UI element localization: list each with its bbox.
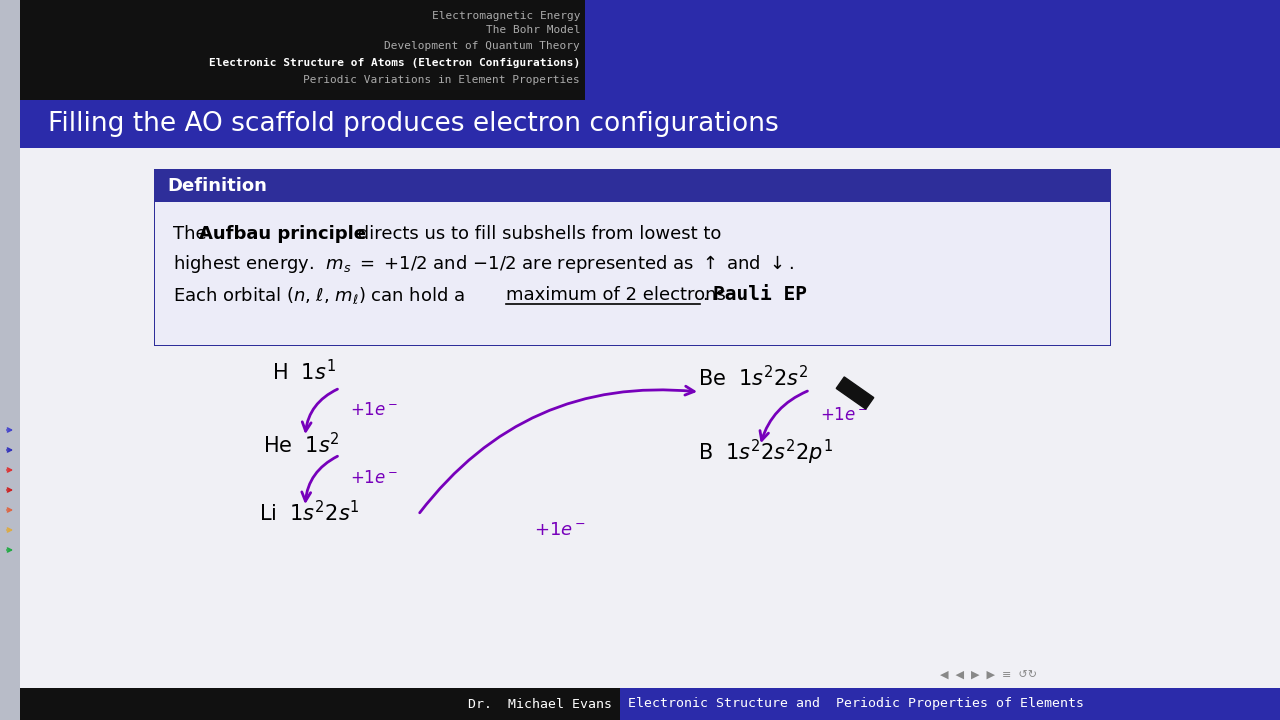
Text: highest energy.  $m_s$ $=$ $+1/2$ and $-1/2$ are represented as $\uparrow$ and $: highest energy. $m_s$ $=$ $+1/2$ and $-1… <box>173 253 794 275</box>
Text: Li  $1s^2 2s^1$: Li $1s^2 2s^1$ <box>259 500 360 526</box>
Text: ◀  ◀  ▶  ▶  ≡  ↺↻: ◀ ◀ ▶ ▶ ≡ ↺↻ <box>940 671 1037 681</box>
Text: He  $1s^2$: He $1s^2$ <box>262 433 339 458</box>
FancyBboxPatch shape <box>155 202 1110 345</box>
FancyBboxPatch shape <box>20 148 1280 688</box>
FancyBboxPatch shape <box>585 0 1280 100</box>
Text: .: . <box>703 286 714 304</box>
FancyBboxPatch shape <box>20 0 585 100</box>
Text: $+1e^-$: $+1e^-$ <box>534 521 586 539</box>
Text: Electronic Structure of Atoms (Electron Configurations): Electronic Structure of Atoms (Electron … <box>209 58 580 68</box>
FancyBboxPatch shape <box>155 170 1110 202</box>
Text: Electronic Structure and  Periodic Properties of Elements: Electronic Structure and Periodic Proper… <box>628 698 1084 711</box>
FancyBboxPatch shape <box>20 688 620 720</box>
Text: $+1e^-$: $+1e^-$ <box>349 469 398 487</box>
Text: The Bohr Model: The Bohr Model <box>485 25 580 35</box>
FancyBboxPatch shape <box>154 169 1111 346</box>
Text: maximum of 2 electrons: maximum of 2 electrons <box>506 286 726 304</box>
FancyBboxPatch shape <box>20 100 1280 148</box>
Text: Electromagnetic Energy: Electromagnetic Energy <box>431 11 580 21</box>
FancyBboxPatch shape <box>0 0 20 720</box>
Text: Periodic Variations in Element Properties: Periodic Variations in Element Propertie… <box>303 75 580 85</box>
Text: Aufbau principle: Aufbau principle <box>198 225 366 243</box>
Text: Pauli EP: Pauli EP <box>713 286 806 305</box>
Text: Be  $1s^2 2s^2$: Be $1s^2 2s^2$ <box>698 365 809 390</box>
Text: B  $1s^2 2s^2 2p^1$: B $1s^2 2s^2 2p^1$ <box>698 437 833 467</box>
Text: Development of Quantum Theory: Development of Quantum Theory <box>384 41 580 51</box>
Text: Each orbital ($n$, $\ell$, $m_\ell$) can hold a: Each orbital ($n$, $\ell$, $m_\ell$) can… <box>173 284 466 305</box>
Text: H  $1s^1$: H $1s^1$ <box>273 359 335 384</box>
FancyArrowPatch shape <box>420 386 694 513</box>
Text: $+1e^-$: $+1e^-$ <box>349 401 398 419</box>
Text: directs us to fill subshells from lowest to: directs us to fill subshells from lowest… <box>352 225 722 243</box>
Polygon shape <box>836 377 874 409</box>
Text: $+1e^-$: $+1e^-$ <box>820 406 868 424</box>
Text: The: The <box>173 225 212 243</box>
FancyBboxPatch shape <box>620 688 1280 720</box>
Text: Definition: Definition <box>166 177 266 195</box>
Text: Filling the AO scaffold produces electron configurations: Filling the AO scaffold produces electro… <box>49 111 778 137</box>
Text: Dr.  Michael Evans: Dr. Michael Evans <box>468 698 612 711</box>
